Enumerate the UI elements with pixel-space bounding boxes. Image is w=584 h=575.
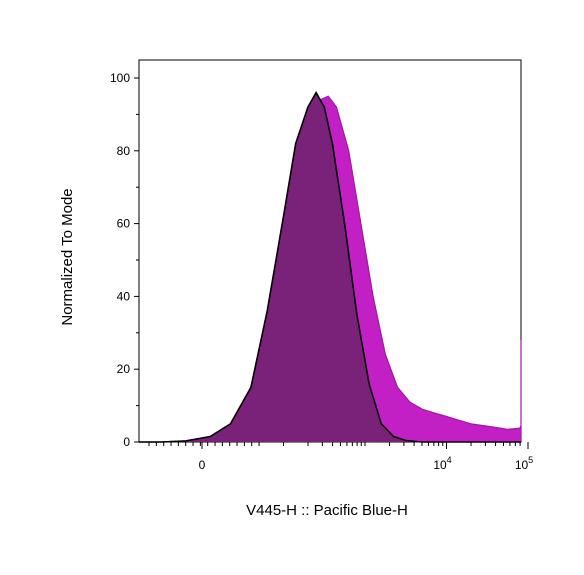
x-tick-exponent: 4 (447, 455, 452, 465)
x-tick-label: 105 (515, 455, 533, 472)
y-tick-label: 60 (117, 217, 131, 231)
y-tick-label: 100 (110, 71, 130, 85)
series-2-area (139, 92, 521, 442)
y-axis: 0 20 40 60 80 100 (110, 71, 139, 449)
x-axis: 0104105106 (148, 442, 533, 472)
x-tick-exponent: 5 (528, 455, 533, 465)
x-tick-label: 0 (199, 458, 206, 472)
x-axis-title: V445-H :: Pacific Blue-H (246, 502, 408, 519)
y-axis-title: Normalized To Mode (59, 188, 76, 325)
y-tick-label: 40 (117, 289, 131, 303)
y-tick-label: 80 (117, 144, 131, 158)
series-2-outline (139, 90, 521, 443)
y-tick-label: 20 (117, 362, 131, 376)
x-tick-label: 104 (433, 455, 451, 472)
y-tick-label: 0 (123, 435, 130, 449)
plot-area (138, 59, 522, 443)
